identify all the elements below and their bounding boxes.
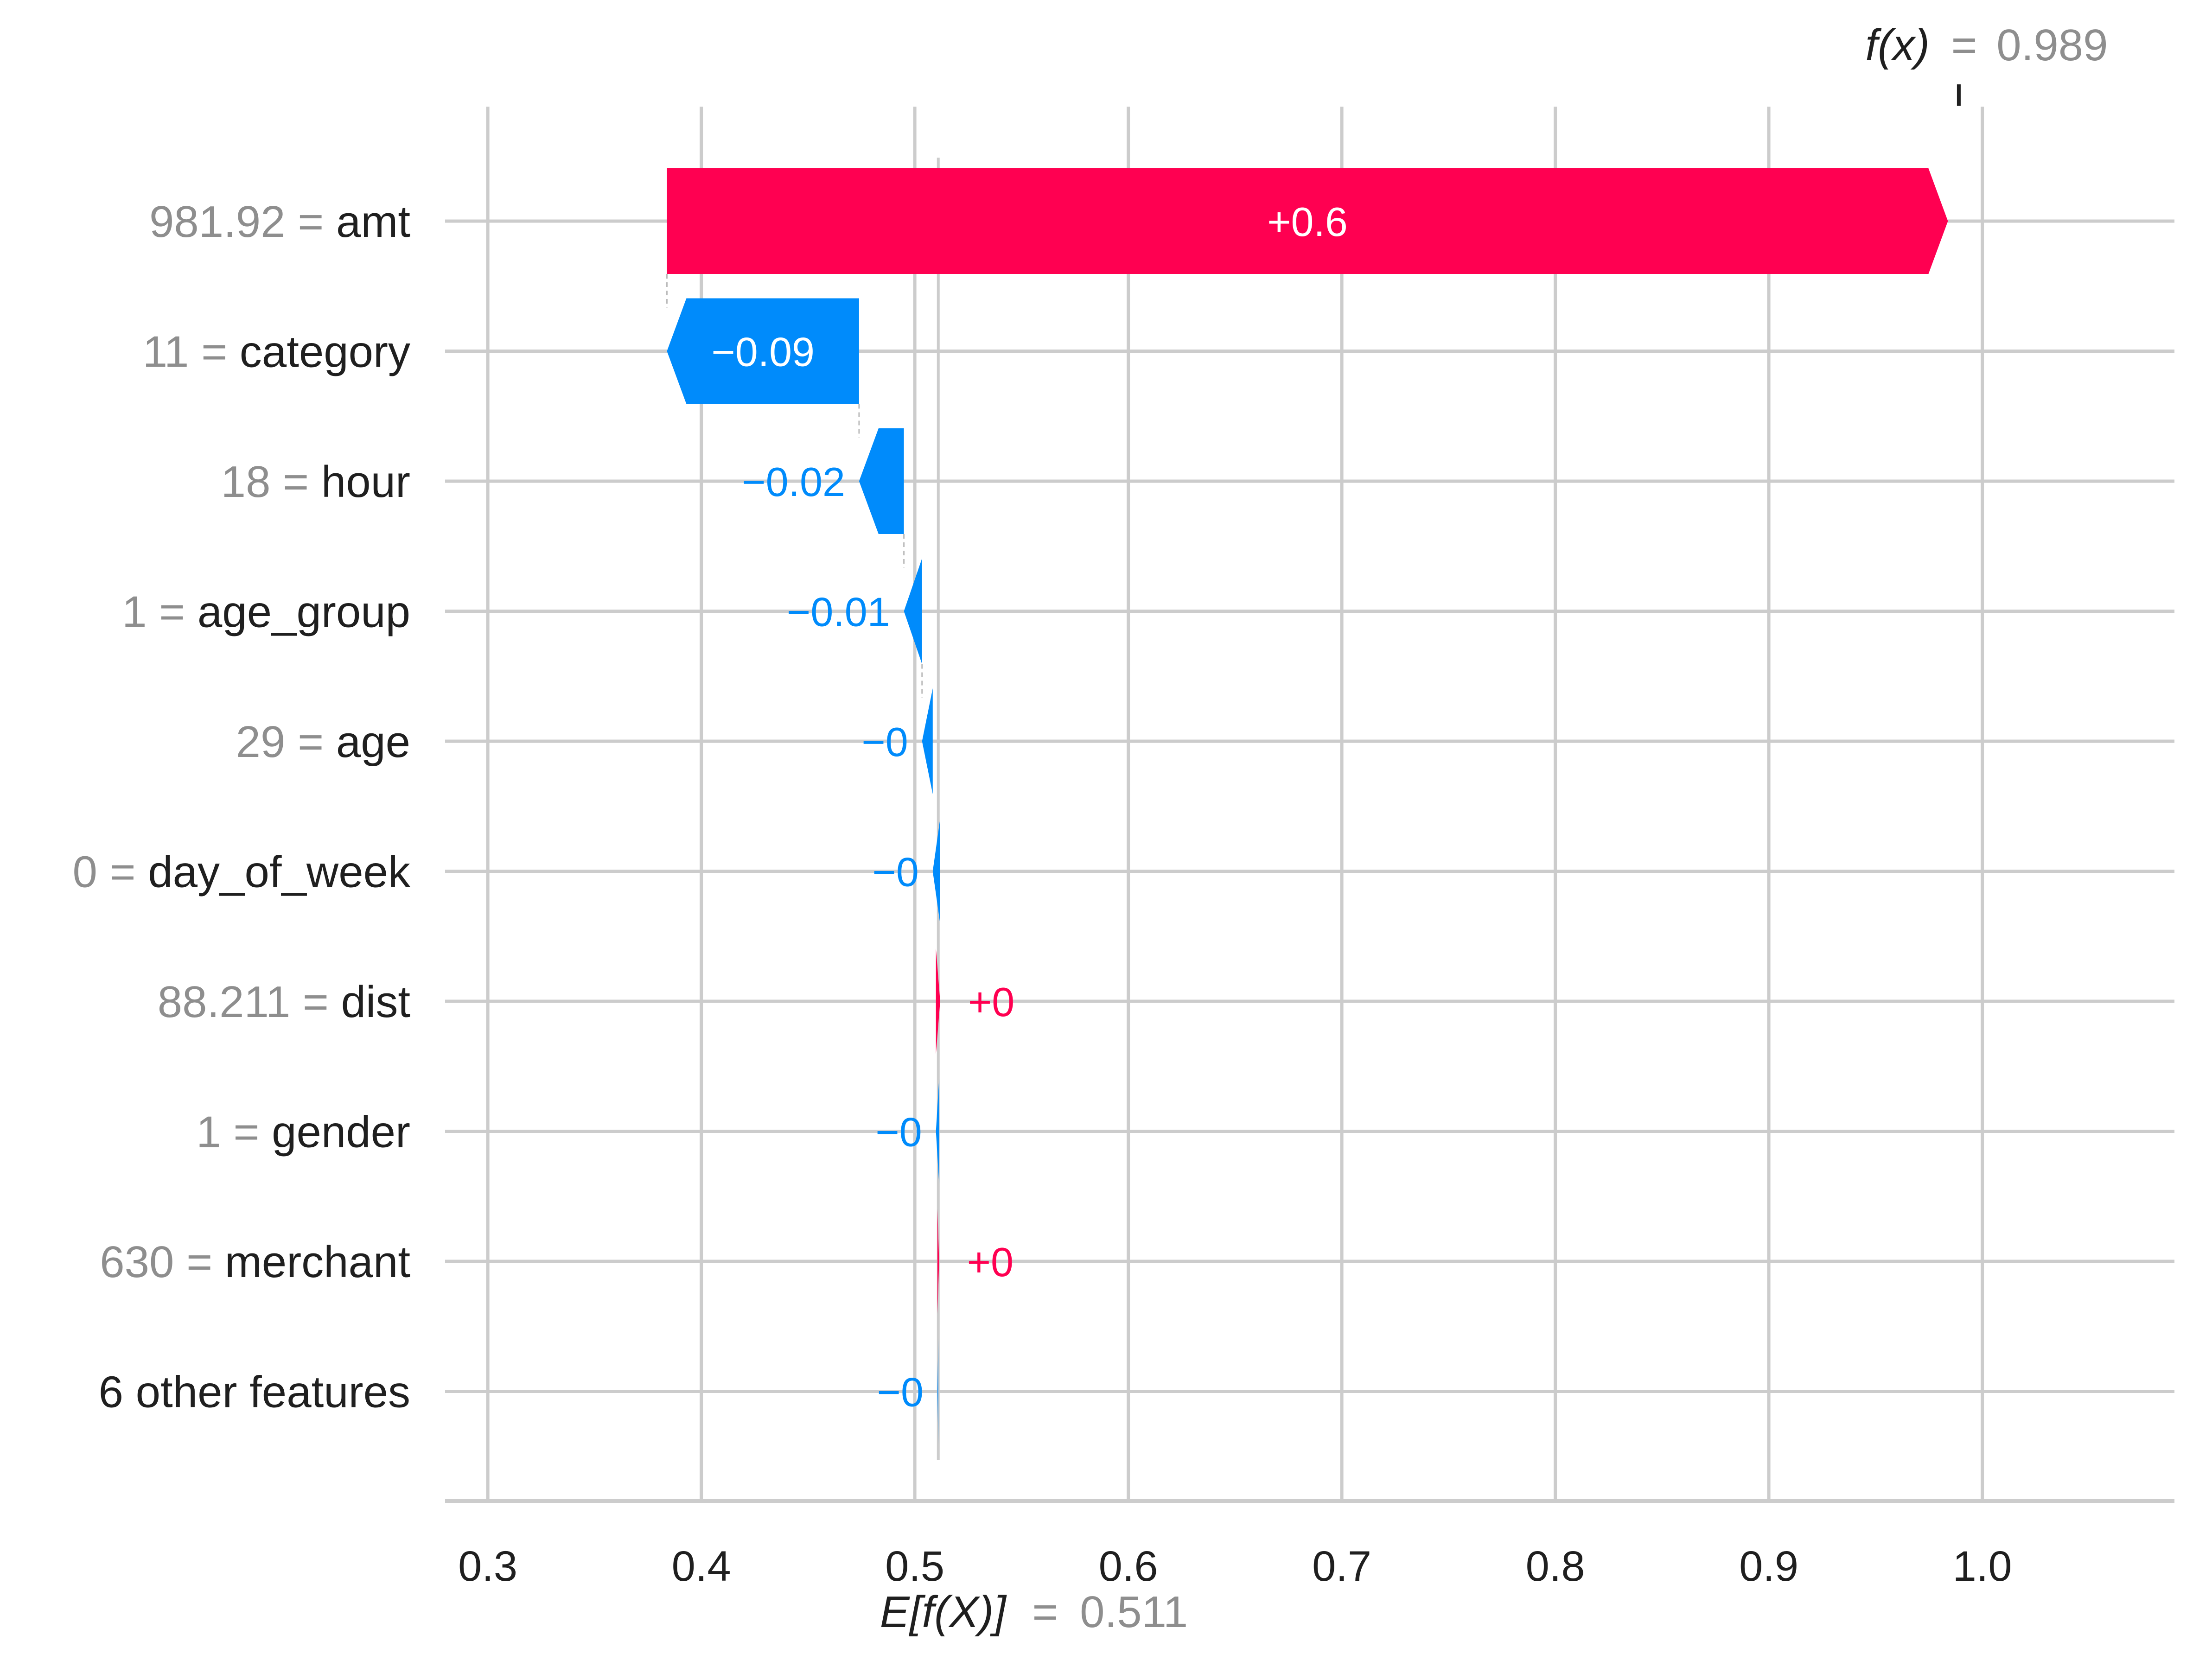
negative-bar xyxy=(937,1338,938,1444)
feature-name: day_of_week xyxy=(148,847,411,897)
negative-bar xyxy=(922,688,933,794)
bar-value-label: −0 xyxy=(872,849,918,895)
x-tick-label: 1.0 xyxy=(1953,1543,2012,1590)
feature-name: age_group xyxy=(198,587,410,637)
feature-label: 6 other features xyxy=(99,1367,410,1417)
x-tick-label: 0.9 xyxy=(1739,1543,1798,1590)
output-value-equals: = xyxy=(1951,20,1977,70)
base-value-prefix: E[f(X)] xyxy=(880,1587,1007,1637)
feature-value: 630 = xyxy=(100,1237,225,1287)
positive-bar xyxy=(936,948,940,1054)
feature-label: 11 = category xyxy=(143,327,410,377)
feature-value: 1 = xyxy=(196,1107,272,1157)
feature-name: amt xyxy=(336,197,410,247)
positive-bar xyxy=(667,168,1948,274)
connector-layer xyxy=(666,274,923,698)
negative-bar xyxy=(667,298,859,404)
feature-name: 6 other features xyxy=(99,1367,410,1417)
output-value-prefix: f(x) xyxy=(1865,20,1930,70)
bar-value-label: −0.02 xyxy=(742,459,845,505)
bar-value-label: −0.01 xyxy=(787,589,890,635)
feature-name: dist xyxy=(341,977,410,1027)
feature-value: 18 = xyxy=(221,457,321,507)
feature-name: category xyxy=(240,327,410,377)
x-tick-label: 0.7 xyxy=(1312,1543,1371,1590)
positive-bar xyxy=(937,1208,939,1314)
feature-label: 0 = day_of_week xyxy=(72,847,411,897)
bar-value-label: −0 xyxy=(875,1109,922,1155)
feature-label: 1 = gender xyxy=(196,1107,410,1157)
feature-value: 88.211 = xyxy=(158,977,341,1027)
feature-label: 1 = age_group xyxy=(122,587,410,637)
x-tick-label: 0.6 xyxy=(1099,1543,1158,1590)
negative-bar xyxy=(936,1078,939,1184)
label-layer: +0.6 981.92 = amt −0.09 11 = category −0.02 1… xyxy=(72,197,1347,1417)
feature-value: 29 = xyxy=(236,717,336,767)
grid-layer xyxy=(445,107,2174,1501)
base-value-annotation: E[f(X)] = 0.511 xyxy=(880,1587,1188,1637)
feature-value: 0 = xyxy=(72,847,148,897)
bar-value-label: −0 xyxy=(861,719,908,765)
x-tick-label: 0.5 xyxy=(885,1543,944,1590)
output-value-number: 0.989 xyxy=(1996,20,2108,70)
feature-label: 630 = merchant xyxy=(100,1237,410,1287)
negative-bar xyxy=(932,818,940,924)
bar-layer xyxy=(667,168,1948,1444)
feature-name: gender xyxy=(272,1107,410,1157)
base-value-number: 0.511 xyxy=(1080,1587,1188,1637)
bar-value-label: +0 xyxy=(968,979,1014,1025)
feature-label: 981.92 = amt xyxy=(149,197,410,247)
feature-name: merchant xyxy=(225,1237,410,1287)
bar-value-label: +0.6 xyxy=(1267,199,1348,245)
feature-value: 11 = xyxy=(143,327,240,377)
x-tick-label: 0.8 xyxy=(1526,1543,1585,1590)
bar-value-label: −0 xyxy=(877,1369,924,1415)
feature-name: hour xyxy=(321,457,410,507)
bar-value-label: −0.09 xyxy=(711,329,815,375)
feature-label: 18 = hour xyxy=(221,457,410,507)
base-value-equals: = xyxy=(1032,1587,1058,1637)
bar-value-label: +0 xyxy=(967,1239,1014,1285)
x-tick-label: 0.3 xyxy=(458,1543,517,1590)
feature-name: age xyxy=(336,717,410,767)
negative-bar xyxy=(904,558,922,664)
output-value-annotation: f(x) = 0.989 xyxy=(1865,20,2108,70)
x-tick-label: 0.4 xyxy=(672,1543,731,1590)
feature-value: 981.92 = xyxy=(149,197,336,247)
feature-label: 29 = age xyxy=(236,717,410,767)
x-tick-labels: 0.3 0.4 0.5 0.6 0.7 0.8 0.9 1.0 xyxy=(458,1543,2012,1590)
feature-label: 88.211 = dist xyxy=(158,977,410,1027)
negative-bar xyxy=(859,428,904,534)
feature-value: 1 = xyxy=(122,587,198,637)
